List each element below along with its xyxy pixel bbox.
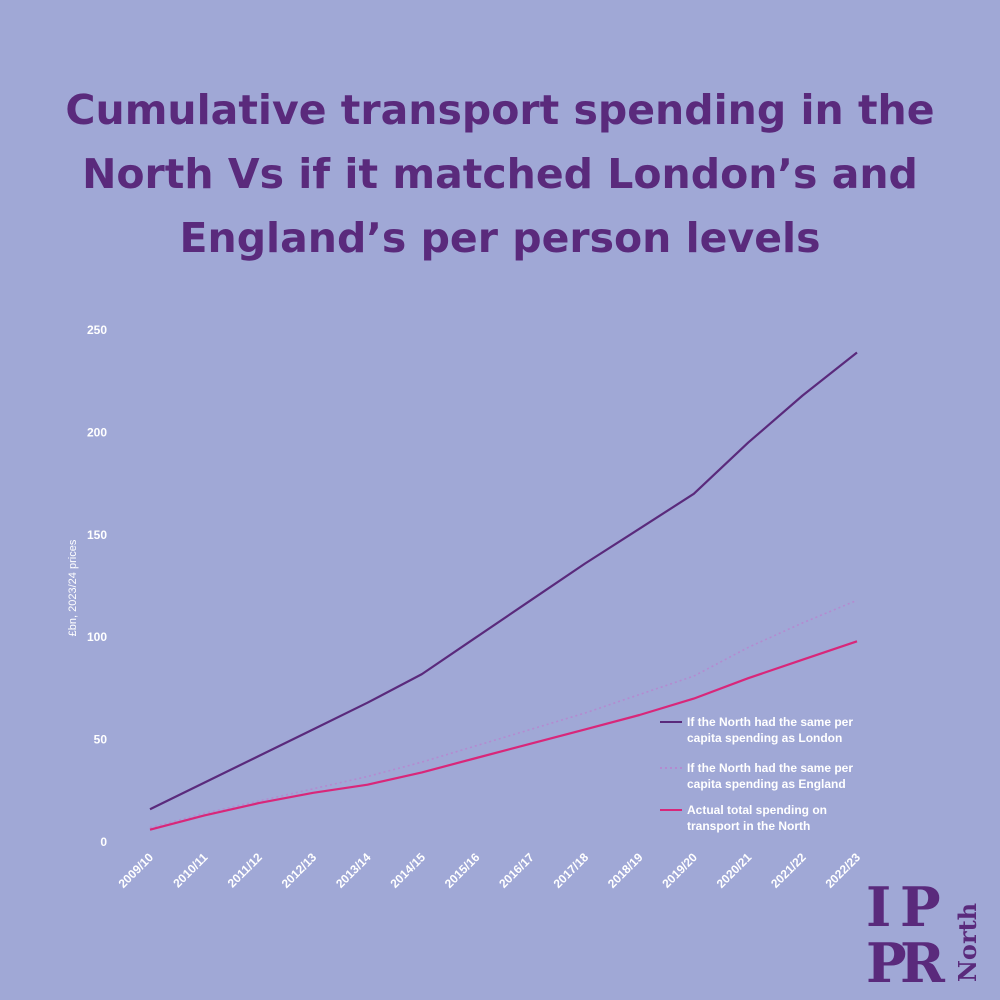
legend: If the North had the same per capita spen… [660,715,853,833]
series-lines [149,351,858,831]
x-tick-label: 2021/22 [768,850,809,891]
svg-text:North: North [953,903,982,982]
series-line-3 [149,640,858,831]
ippr-north-logo: I P P R North [866,878,982,988]
svg-text:P: P [866,931,907,988]
y-tick-label: 250 [87,323,107,337]
x-tick-label: 2009/10 [116,850,157,891]
x-tick-label: 2013/14 [333,850,374,891]
y-tick-label: 100 [87,630,107,644]
x-tick-label: 2020/21 [714,850,755,891]
x-tick-label: 2011/12 [225,850,265,890]
series-line-1 [149,351,858,811]
y-tick-label: 150 [87,528,107,542]
legend-label-3: Actual total spending on transport in the… [687,803,827,833]
x-tick-label: 2015/16 [442,850,483,891]
x-axis: 2009/10 2010/11 2011/12 2012/13 2013/14 2014/… [116,850,864,891]
x-tick-label: 2022/23 [823,850,864,891]
x-tick-label: 2014/15 [387,850,428,891]
x-tick-label: 2017/18 [551,850,592,891]
y-tick-label: 50 [94,733,108,747]
y-tick-label: 200 [87,425,107,439]
svg-text:R: R [900,931,946,988]
legend-label-1: If the North had the same per capita spen… [687,715,853,745]
x-tick-label: 2018/19 [605,850,646,891]
svg-text:P: P [900,878,941,939]
series-line-2 [149,599,858,829]
x-tick-label: 2012/13 [279,850,320,891]
x-tick-label: 2010/11 [170,850,210,890]
svg-text:I: I [866,878,891,939]
y-axis: 0 50 100 150 200 250 [87,323,107,849]
y-axis-label: £bn, 2023/24 prices [67,539,79,636]
x-tick-label: 2019/20 [659,850,700,891]
x-tick-label: 2016/17 [496,850,537,891]
y-tick-label: 0 [100,835,107,849]
chart-title: Cumulative transport spending in the Nor… [65,86,935,262]
legend-label-2: If the North had the same per capita spen… [687,761,853,791]
